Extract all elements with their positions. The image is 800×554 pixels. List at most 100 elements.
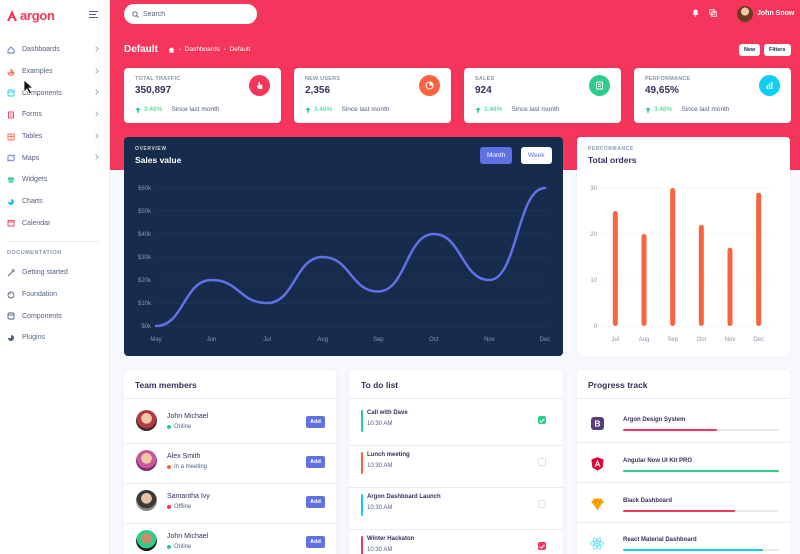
progress-bar — [623, 429, 779, 431]
breadcrumb-item-dashboards[interactable]: Dashboards — [184, 46, 220, 53]
todo-checkbox[interactable] — [538, 500, 546, 508]
month-toggle-button[interactable]: Month — [480, 147, 513, 164]
sidebar-item-dashboards[interactable]: Dashboards — [0, 39, 110, 61]
arrow-up-icon — [135, 106, 141, 113]
todo-checkbox[interactable] — [538, 542, 546, 550]
stat-card-total-traffic: TOTAL TRAFFIC 350,897 3.48% Since last m… — [124, 68, 281, 123]
orders-chart-eyebrow: PERFORMANCE — [588, 146, 634, 152]
list-item: John Michael Online Add — [124, 404, 336, 444]
project-name[interactable]: Argon Design System — [623, 417, 686, 423]
sidebar-item-maps[interactable]: Maps — [0, 147, 110, 169]
y-tick-label: $0k — [141, 324, 152, 330]
status-dot — [167, 465, 171, 469]
sales-chart-title: Sales value — [135, 155, 182, 165]
y-tick-label: $30k — [138, 255, 152, 261]
divider — [577, 482, 790, 483]
progress-fill — [623, 470, 779, 472]
react-logo-icon — [590, 536, 604, 550]
sidebar-item-label: Components — [22, 312, 62, 320]
todo-item-title: Call with Dave — [367, 410, 408, 416]
progress-bar — [623, 470, 779, 472]
calendar-icon — [7, 220, 15, 227]
x-tick-label: Jul — [263, 337, 271, 343]
todo-checkbox[interactable] — [538, 458, 546, 466]
breadcrumb: • Dashboards • Default — [168, 46, 250, 53]
chevron-right-icon — [93, 67, 99, 74]
progress-track-title: Progress track — [588, 380, 648, 390]
search-bar[interactable] — [124, 4, 257, 24]
sidebar-item-components[interactable]: Components — [0, 82, 110, 104]
sidebar-item-getting-started[interactable]: Getting started — [0, 262, 110, 284]
sidebar-item-forms[interactable]: Forms — [0, 104, 110, 126]
todo-color-bar — [361, 536, 363, 554]
stat-change: 3.48% Since last month — [135, 106, 220, 113]
progress-bar — [623, 549, 779, 551]
stat-label: NEW USERS — [305, 76, 341, 82]
search-input[interactable] — [143, 10, 253, 18]
y-tick-label: 10 — [590, 278, 597, 284]
avatar[interactable] — [136, 490, 157, 511]
y-tick-label: 0 — [594, 324, 598, 330]
project-name[interactable]: Angular Now UI Kit PRO — [623, 458, 692, 464]
sidebar-item-doc-components[interactable]: Components — [0, 305, 110, 327]
sidebar-item-examples[interactable]: Examples — [0, 61, 110, 83]
stat-card-new-users: NEW USERS 2,356 3.48% Since last month — [294, 68, 451, 123]
member-name[interactable]: Samantha Ivy — [167, 493, 210, 500]
sidebar-item-plugins[interactable]: Plugins — [0, 327, 110, 349]
sidebar-item-label: Foundation — [22, 291, 58, 299]
member-name[interactable]: Alex Smith — [167, 453, 201, 460]
stat-value: 350,897 — [135, 85, 172, 96]
add-member-button[interactable]: Add — [306, 496, 325, 508]
todo-item-time: 10:30 AM — [367, 421, 393, 427]
sidenav-toggle-icon[interactable] — [89, 11, 98, 18]
new-button[interactable]: New — [739, 44, 761, 56]
orders-bar-chart: 0 10 20 30 Jul Aug Sep Oct Nov Dec — [590, 186, 773, 343]
brand-logo[interactable]: argon — [7, 8, 55, 23]
sidebar-item-calendar[interactable]: Calendar — [0, 213, 110, 235]
avatar[interactable] — [136, 450, 157, 471]
avatar[interactable] — [737, 6, 753, 22]
form-icon — [8, 111, 14, 119]
add-member-button[interactable]: Add — [306, 456, 325, 468]
home-icon[interactable] — [168, 46, 175, 53]
divider — [577, 442, 790, 443]
x-tick-label: Aug — [317, 337, 328, 343]
status-text: Online — [174, 544, 192, 550]
todo-item-time: 10:30 AM — [367, 505, 393, 511]
filters-button[interactable]: Filters — [764, 44, 791, 56]
arrow-up-icon — [475, 106, 481, 113]
sidebar-item-label: Tables — [22, 133, 43, 141]
stat-card-sales: SALES 924 3.48% Since last month — [464, 68, 621, 123]
avatar[interactable] — [136, 410, 157, 431]
arrow-up-icon — [645, 106, 651, 113]
todo-checkbox[interactable] — [538, 416, 546, 424]
list-item: React Material Dashboard — [577, 532, 790, 554]
add-member-button[interactable]: Add — [306, 416, 325, 428]
stat-change-value: 3.48% — [144, 106, 163, 113]
sidebar-item-charts[interactable]: Charts — [0, 191, 110, 213]
x-tick-label: Sep — [373, 337, 384, 343]
member-status: Online — [167, 544, 191, 550]
search-icon — [132, 10, 139, 18]
orders-bar — [641, 234, 647, 326]
copy-icon[interactable] — [709, 9, 717, 17]
project-name[interactable]: Black Dashboard — [623, 498, 673, 504]
sidebar-item-foundation[interactable]: Foundation — [0, 284, 110, 306]
member-name[interactable]: John Michael — [167, 533, 209, 540]
avatar[interactable] — [136, 530, 157, 551]
user-name[interactable]: John Snow — [757, 10, 795, 17]
x-tick-label: Aug — [639, 337, 650, 343]
project-name[interactable]: React Material Dashboard — [623, 537, 697, 543]
page-title: Default — [124, 44, 158, 55]
sidebar-item-label: Charts — [22, 198, 43, 206]
add-member-button[interactable]: Add — [306, 536, 325, 548]
y-tick-label: $10k — [138, 301, 152, 307]
x-tick-label: Jul — [611, 337, 619, 343]
sidebar-item-widgets[interactable]: Widgets — [0, 169, 110, 191]
member-name[interactable]: John Michael — [167, 413, 209, 420]
bell-icon[interactable] — [692, 9, 699, 17]
stat-label: PERFORMANCE — [645, 76, 691, 82]
sidebar-item-label: Getting started — [22, 269, 68, 277]
sidebar-item-tables[interactable]: Tables — [0, 126, 110, 148]
week-toggle-button[interactable]: Week — [521, 147, 552, 164]
